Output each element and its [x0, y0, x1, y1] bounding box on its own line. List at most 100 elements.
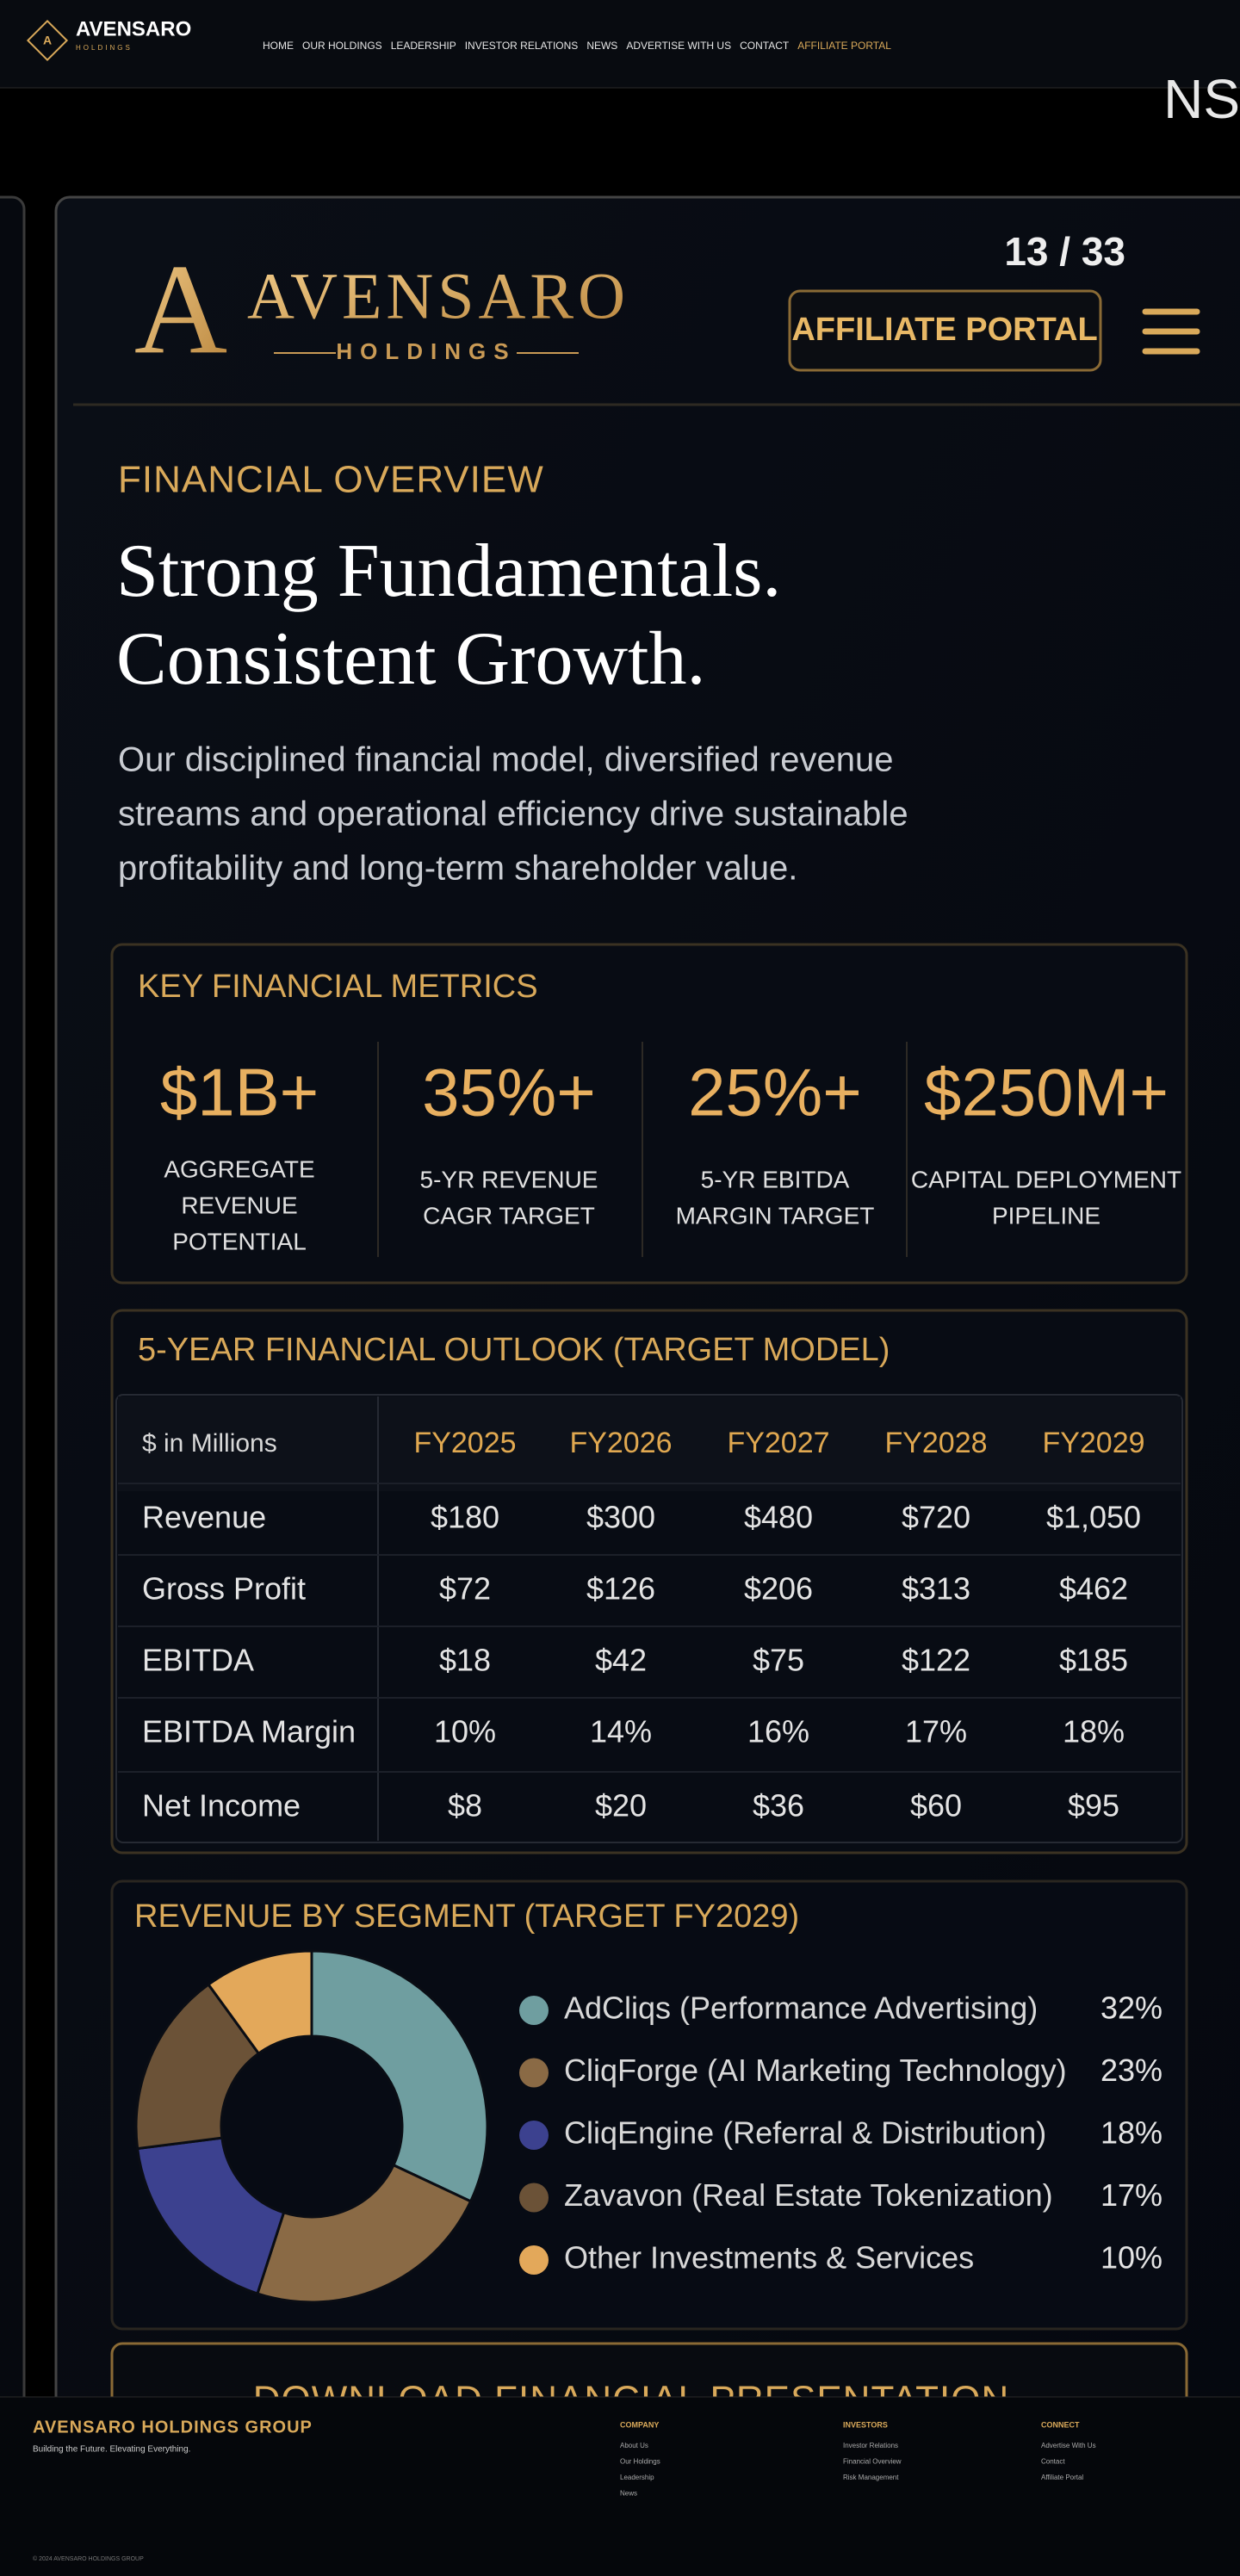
table-header: FY2026 — [569, 1427, 672, 1459]
legend-value: 23% — [1100, 2053, 1162, 2088]
table-cell: $72 — [439, 1571, 491, 1607]
copyright: © 2024 AVENSARO HOLDINGS GROUP — [33, 2555, 144, 2562]
donut-segment — [256, 2163, 473, 2304]
footer-link[interactable]: Advertise With Us — [1041, 2442, 1096, 2449]
footer-link[interactable]: Risk Management — [843, 2474, 899, 2481]
slide-logo-name: AVENSARO — [247, 260, 629, 332]
table-cell: $185 — [1059, 1643, 1128, 1678]
nav-link[interactable]: INVESTOR RELATIONS — [465, 40, 579, 52]
table-cell: $60 — [910, 1788, 962, 1824]
legend-value: 17% — [1100, 2177, 1162, 2213]
footer-link[interactable]: News — [620, 2490, 637, 2498]
metric-label: POTENTIAL — [172, 1228, 307, 1254]
table-cell: $8 — [448, 1788, 482, 1824]
metric-label: 5-YR EBITDA — [701, 1166, 850, 1192]
logo-diamond — [26, 19, 69, 62]
table-header: FY2029 — [1042, 1427, 1144, 1459]
donut-segment — [310, 1949, 489, 2203]
table-cell: $180 — [431, 1500, 499, 1535]
table-header: $ in Millions — [142, 1429, 277, 1458]
table-cell: $95 — [1068, 1788, 1119, 1824]
donut-segment — [134, 1982, 261, 2151]
metrics-title: KEY FINANCIAL METRICS — [138, 969, 538, 1005]
metric-label: AGGREGATE — [164, 1155, 314, 1182]
table-cell: $122 — [902, 1643, 970, 1678]
portal-button[interactable] — [788, 289, 1102, 372]
footer-link[interactable]: Our Holdings — [620, 2458, 660, 2466]
legend-value: 32% — [1100, 1991, 1162, 2026]
slide-logo-sub: HOLDINGS — [336, 338, 516, 364]
nav-link[interactable]: NEWS — [586, 40, 617, 52]
footer-link[interactable]: Leadership — [620, 2474, 654, 2481]
metric-label: CAPITAL DEPLOYMENT — [911, 1166, 1181, 1192]
brand-sub: HOLDINGS — [76, 44, 133, 52]
table-cell: $36 — [753, 1788, 804, 1824]
table-cell: $42 — [595, 1643, 647, 1678]
headline: Strong Fundamentals. — [116, 529, 781, 613]
table-header-bg — [118, 1396, 1181, 1491]
table-cell: $480 — [744, 1500, 813, 1535]
intro-line: Our disciplined financial model, diversi… — [118, 741, 893, 779]
table-cell: $300 — [586, 1500, 655, 1535]
footer-brand: AVENSARO HOLDINGS GROUP — [33, 2418, 313, 2437]
nav-link[interactable]: OUR HOLDINGS — [302, 40, 382, 52]
metric-label: PIPELINE — [992, 1202, 1100, 1229]
nav-link[interactable]: AFFILIATE PORTAL — [797, 40, 891, 52]
headline: Consistent Growth. — [116, 617, 705, 701]
nav-link[interactable]: HOME — [263, 40, 294, 52]
table-cell: $75 — [753, 1643, 804, 1678]
legend-label: Zavavon (Real Estate Tokenization) — [564, 2177, 1053, 2213]
footer-link[interactable]: About Us — [620, 2442, 648, 2449]
footer-link[interactable]: Affiliate Portal — [1041, 2474, 1083, 2481]
metric-label: 5-YR REVENUE — [420, 1166, 598, 1192]
table-cell: $720 — [902, 1500, 970, 1535]
table-cell: $18 — [439, 1643, 491, 1678]
footer-link[interactable]: Contact — [1041, 2458, 1065, 2466]
metric-label: CAGR TARGET — [423, 1202, 595, 1229]
metric-value: $1B+ — [160, 1055, 319, 1130]
eyebrow: FINANCIAL OVERVIEW — [118, 459, 544, 501]
nav-link[interactable]: ADVERTISE WITH US — [626, 40, 731, 52]
metric-label: MARGIN TARGET — [676, 1202, 875, 1229]
legend-label: Other Investments & Services — [564, 2240, 974, 2276]
intro-line: profitability and long-term shareholder … — [118, 850, 797, 888]
legend-label: AdCliqs (Performance Advertising) — [564, 1991, 1038, 2026]
metric-label: REVENUE — [181, 1192, 297, 1218]
table-cell: 16% — [747, 1714, 809, 1749]
table-cell: $313 — [902, 1571, 970, 1607]
legend-value: 18% — [1100, 2115, 1162, 2151]
metric-value: 35%+ — [422, 1055, 596, 1130]
logo-letter: A — [43, 34, 52, 47]
table-cell: Revenue — [142, 1500, 266, 1535]
table-cell: 18% — [1063, 1714, 1125, 1749]
banner-fragment: NS — [1163, 68, 1240, 130]
chart-title: REVENUE BY SEGMENT (TARGET FY2029) — [134, 1898, 799, 1935]
table-cell: $206 — [744, 1571, 813, 1607]
intro-line: streams and operational efficiency drive… — [118, 796, 908, 833]
table-cell: 14% — [590, 1714, 652, 1749]
nav-link[interactable]: LEADERSHIP — [391, 40, 456, 52]
table-cell: $1,050 — [1046, 1500, 1141, 1535]
portal-label: AFFILIATE PORTAL — [791, 312, 1097, 348]
donut-segment — [135, 2136, 286, 2295]
table-header: FY2025 — [413, 1427, 516, 1459]
menu-icon[interactable] — [1142, 308, 1200, 355]
footer-link[interactable]: Financial Overview — [843, 2458, 902, 2466]
nav-link[interactable]: CONTACT — [740, 40, 790, 52]
table-cell: $126 — [586, 1571, 655, 1607]
brand: AVENSARO — [76, 17, 191, 40]
legend-dot — [519, 2058, 549, 2088]
legend-value: 10% — [1100, 2240, 1162, 2276]
table-frame — [115, 1394, 1183, 1843]
metric-value: $250M+ — [924, 1055, 1169, 1130]
metrics-box — [110, 943, 1188, 1285]
legend-dot — [519, 1996, 549, 2025]
outlook-title: 5-YEAR FINANCIAL OUTLOOK (TARGET MODEL) — [138, 1332, 890, 1368]
slide-counter: 13 / 33 — [1004, 229, 1125, 274]
table-cell: EBITDA Margin — [142, 1714, 356, 1749]
legend-label: CliqEngine (Referral & Distribution) — [564, 2115, 1046, 2151]
footer-link[interactable]: Investor Relations — [843, 2442, 898, 2449]
footer-col-title: COMPANY — [620, 2420, 659, 2429]
table-cell: $462 — [1059, 1571, 1128, 1607]
